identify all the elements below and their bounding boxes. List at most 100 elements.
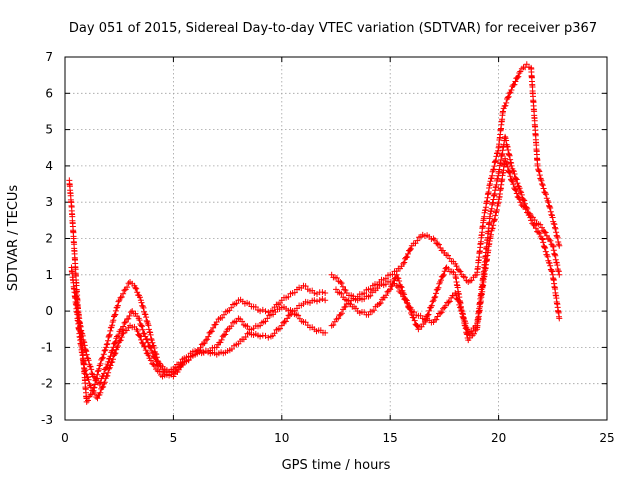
- trace-marks: [226, 318, 240, 332]
- y-tick-label: 1: [45, 268, 53, 282]
- trace-marks: [269, 325, 283, 339]
- trace-marks: [147, 357, 158, 369]
- trace-marks: [204, 321, 219, 343]
- data-point: [96, 380, 103, 387]
- trace-marks: [129, 323, 138, 331]
- data-point: [538, 235, 545, 242]
- trace-marks: [95, 383, 107, 399]
- data-point: [83, 398, 90, 405]
- trace-marks: [550, 275, 562, 320]
- data-point: [508, 162, 515, 169]
- trace-marks: [313, 327, 326, 336]
- data-point: [94, 395, 101, 402]
- data-point: [538, 224, 545, 231]
- trace-marks: [401, 291, 414, 316]
- series-track-6: [333, 155, 563, 344]
- trace-marks: [138, 299, 150, 324]
- trace-marks: [97, 361, 111, 386]
- trace-marks: [108, 346, 120, 366]
- trace-marks: [529, 220, 544, 240]
- trace-marks: [248, 322, 261, 333]
- data-point: [556, 242, 563, 249]
- trace-marks: [377, 287, 392, 306]
- trace-marks: [409, 314, 421, 329]
- x-tick-label: 15: [383, 431, 398, 445]
- trace-marks: [77, 340, 88, 372]
- trace-marks: [302, 283, 316, 294]
- trace-marks: [163, 367, 175, 376]
- trace-marks: [237, 316, 251, 330]
- trace-marks: [336, 303, 349, 319]
- data-point: [257, 333, 264, 340]
- trace-marks: [431, 237, 446, 254]
- trace-marks: [124, 280, 132, 291]
- data-point: [508, 177, 515, 184]
- trace-marks: [334, 289, 348, 303]
- trace-marks: [143, 336, 154, 351]
- trace-marks: [103, 322, 116, 348]
- trace-marks: [356, 309, 370, 318]
- trace-marks: [226, 341, 240, 354]
- trace-marks: [237, 330, 251, 345]
- trace-marks: [401, 245, 414, 266]
- data-point: [506, 90, 513, 97]
- x-tick-label: 20: [491, 431, 506, 445]
- data-point: [502, 155, 509, 162]
- data-point: [517, 188, 524, 195]
- trace-marks: [487, 147, 502, 185]
- data-point: [556, 271, 563, 278]
- data-point: [486, 181, 493, 188]
- data-point: [376, 300, 383, 307]
- trace-marks: [70, 238, 79, 277]
- trace-marks: [502, 135, 515, 166]
- trace-marks: [85, 391, 95, 404]
- data-point: [213, 344, 220, 351]
- trace-marks: [291, 284, 305, 296]
- trace-marks: [101, 364, 113, 386]
- trace-marks: [431, 280, 443, 301]
- trace-marks: [124, 309, 134, 323]
- y-axis-label: SDTVAR / TECUs: [6, 185, 21, 292]
- data-point: [400, 289, 407, 296]
- data-point: [538, 181, 545, 188]
- data-point: [77, 322, 84, 329]
- trace-marks: [389, 268, 398, 278]
- trace-marks: [410, 233, 424, 247]
- trace-marks: [466, 327, 479, 341]
- series-track-2: [68, 264, 329, 402]
- trace-marks: [367, 281, 381, 292]
- y-tick-label: 0: [45, 304, 53, 318]
- trace-marks: [259, 332, 272, 341]
- trace-marks: [97, 346, 109, 367]
- trace-marks: [270, 306, 283, 318]
- trace-marks: [443, 252, 457, 265]
- data-point: [322, 297, 329, 304]
- trace-marks: [132, 284, 143, 301]
- data-point: [322, 289, 329, 296]
- data-point: [408, 311, 415, 318]
- trace-marks: [215, 328, 230, 348]
- trace-marks: [269, 300, 283, 314]
- y-tick-label: 4: [45, 159, 53, 173]
- trace-marks: [480, 182, 493, 222]
- data-point: [337, 279, 344, 286]
- data-point: [430, 297, 437, 304]
- y-tick-label: 5: [45, 123, 53, 137]
- trace-marks: [395, 263, 405, 272]
- data-point: [311, 297, 318, 304]
- trace-marks: [115, 319, 128, 339]
- trace-marks: [89, 387, 100, 400]
- trace-marks: [459, 310, 471, 341]
- x-tick-label: 0: [61, 431, 69, 445]
- trace-marks: [149, 349, 161, 368]
- data-point: [81, 366, 88, 373]
- trace-marks: [546, 202, 558, 228]
- trace-marks: [194, 347, 207, 355]
- data-point: [551, 224, 558, 231]
- trace-marks: [248, 303, 261, 313]
- trace-marks: [82, 367, 94, 389]
- trace-marks: [330, 274, 342, 285]
- trace-marks: [431, 305, 446, 323]
- trace-marks: [495, 109, 506, 150]
- trace-marks: [487, 172, 502, 217]
